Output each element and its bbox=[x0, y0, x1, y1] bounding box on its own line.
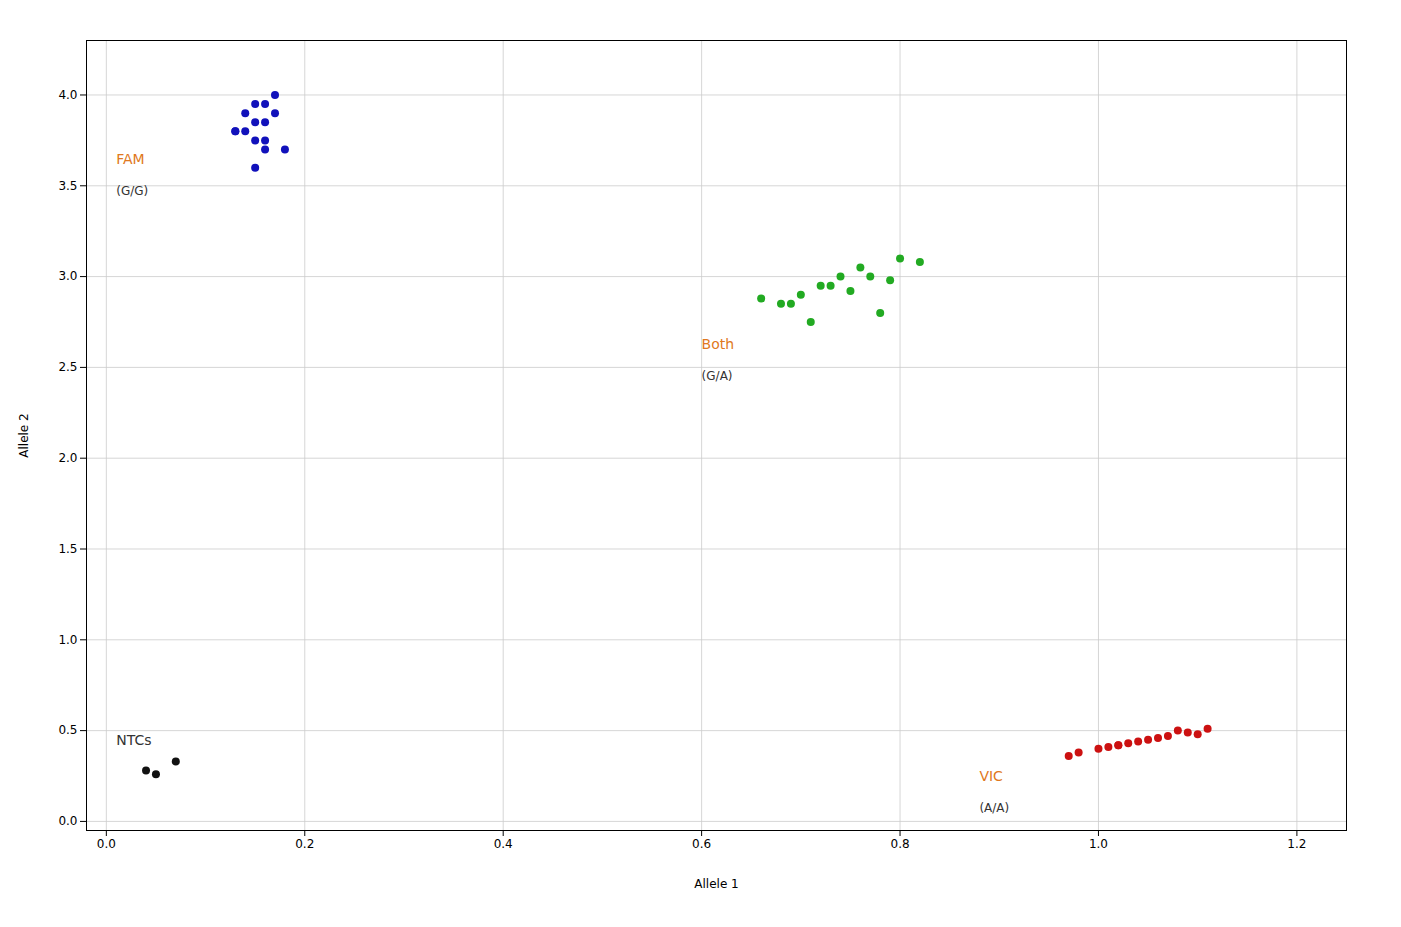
svg-text:(G/G): (G/G) bbox=[116, 184, 148, 198]
svg-text:0.4: 0.4 bbox=[494, 837, 513, 851]
svg-text:Allele 1: Allele 1 bbox=[694, 877, 738, 891]
svg-text:(G/A): (G/A) bbox=[702, 369, 733, 383]
svg-text:0.6: 0.6 bbox=[692, 837, 711, 851]
svg-text:2.0: 2.0 bbox=[58, 451, 77, 465]
svg-text:0.8: 0.8 bbox=[890, 837, 909, 851]
svg-text:Both: Both bbox=[702, 336, 735, 352]
svg-text:2.5: 2.5 bbox=[58, 360, 77, 374]
svg-text:3.0: 3.0 bbox=[58, 269, 77, 283]
svg-text:FAM: FAM bbox=[116, 151, 144, 167]
svg-text:0.2: 0.2 bbox=[295, 837, 314, 851]
svg-text:3.5: 3.5 bbox=[58, 179, 77, 193]
svg-text:1.0: 1.0 bbox=[58, 633, 77, 647]
svg-text:VIC: VIC bbox=[979, 768, 1003, 784]
svg-text:Allele 2: Allele 2 bbox=[17, 413, 31, 457]
svg-text:4.0: 4.0 bbox=[58, 88, 77, 102]
svg-text:0.5: 0.5 bbox=[58, 723, 77, 737]
svg-text:1.5: 1.5 bbox=[58, 542, 77, 556]
svg-text:1.2: 1.2 bbox=[1287, 837, 1306, 851]
svg-text:1.0: 1.0 bbox=[1089, 837, 1108, 851]
svg-text:0.0: 0.0 bbox=[58, 814, 77, 828]
svg-text:NTCs: NTCs bbox=[116, 732, 151, 748]
svg-text:(A/A): (A/A) bbox=[979, 801, 1009, 815]
svg-text:0.0: 0.0 bbox=[97, 837, 116, 851]
